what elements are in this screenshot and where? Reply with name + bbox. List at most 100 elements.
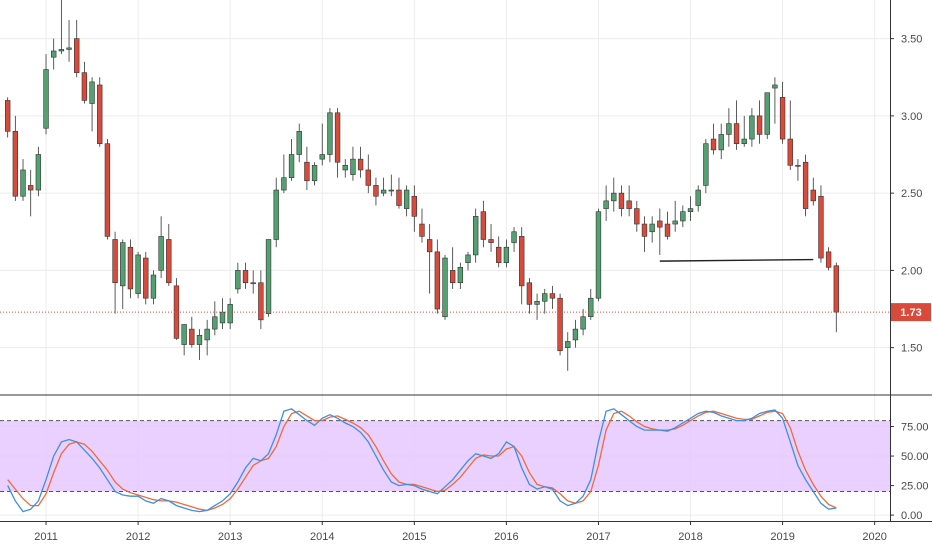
candle[interactable] [426,224,433,294]
candle-body[interactable] [618,192,625,209]
candle[interactable] [104,139,111,240]
candle-body[interactable] [212,316,218,330]
candle-body[interactable] [288,154,295,178]
candle[interactable] [189,316,195,348]
candle[interactable] [641,216,648,252]
candle[interactable] [81,61,88,104]
candle[interactable] [833,262,839,333]
candle[interactable] [311,162,318,186]
candle-body[interactable] [802,161,809,209]
candle[interactable] [242,262,249,289]
candle-body[interactable] [396,189,402,206]
candle[interactable] [304,146,310,191]
candle[interactable] [43,54,49,135]
candle-body[interactable] [150,274,157,299]
candle[interactable] [473,208,479,263]
candle[interactable] [772,77,778,124]
candle-body[interactable] [588,297,594,318]
candle[interactable] [51,38,57,70]
candle[interactable] [143,251,149,305]
candle-body[interactable] [411,195,417,217]
candle-body[interactable] [657,220,663,228]
candle[interactable] [89,77,95,132]
candle[interactable] [649,216,655,243]
candle[interactable] [97,77,103,147]
candle[interactable] [764,92,770,140]
candle[interactable] [434,239,441,314]
candle[interactable] [196,329,203,361]
candle-body[interactable] [258,282,264,321]
candle-body[interactable] [81,72,88,101]
candle[interactable] [227,298,233,330]
candle-body[interactable] [104,143,111,237]
candle[interactable] [411,185,417,232]
candle-body[interactable] [672,220,678,225]
candle[interactable] [403,185,410,217]
candle-body[interactable] [695,189,701,206]
candle-body[interactable] [480,211,487,240]
candle-body[interactable] [350,158,356,175]
candle-body[interactable] [342,165,348,171]
candle-body[interactable] [664,223,671,237]
candle[interactable] [511,227,517,252]
candle[interactable] [818,185,824,263]
candle-body[interactable] [557,297,563,352]
candle[interactable] [741,115,747,147]
candle[interactable] [166,224,172,286]
candle[interactable] [565,332,571,371]
candle[interactable] [465,251,471,271]
candle[interactable] [672,200,678,232]
candle-body[interactable] [787,138,793,166]
candle[interactable] [480,200,487,248]
candle[interactable] [549,285,556,310]
candle-body[interactable] [281,177,287,191]
candle[interactable] [388,174,394,197]
candle-body[interactable] [634,208,640,225]
candle[interactable] [611,177,617,212]
candle-body[interactable] [580,316,586,330]
candle[interactable] [112,231,118,314]
candle-body[interactable] [710,138,717,151]
candle[interactable] [680,205,686,228]
candle-body[interactable] [265,239,272,314]
candle-body[interactable] [388,189,394,192]
candle-body[interactable] [649,223,655,233]
candle-body[interactable] [20,169,26,197]
candle-body[interactable] [58,49,65,52]
candle-body[interactable] [12,131,19,197]
candle-body[interactable] [726,123,732,135]
candle[interactable] [542,288,548,314]
candle[interactable] [334,108,341,178]
candle-body[interactable] [818,195,824,259]
candle[interactable] [634,200,640,232]
candle-body[interactable] [127,246,134,290]
candle[interactable] [557,293,563,356]
candle-body[interactable] [434,251,441,310]
candle-body[interactable] [97,84,103,144]
candle-body[interactable] [749,115,755,140]
candle[interactable] [703,139,709,194]
candle-body[interactable] [181,324,187,345]
candle[interactable] [687,196,694,221]
candle-body[interactable] [273,189,279,240]
candle-body[interactable] [219,311,226,324]
candle[interactable] [380,177,387,197]
candle-body[interactable] [373,185,379,197]
candle-body[interactable] [143,257,149,299]
candle-body[interactable] [189,328,195,345]
candle[interactable] [12,115,19,201]
candle[interactable] [695,185,701,212]
candle[interactable] [365,154,371,194]
candle-body[interactable] [449,270,456,284]
candle[interactable] [150,270,157,305]
candle[interactable] [419,208,425,243]
candle-body[interactable] [365,169,371,186]
candle[interactable] [457,262,464,289]
candle-body[interactable] [158,236,164,271]
candle-body[interactable] [565,341,571,348]
candle-body[interactable] [595,211,602,299]
candle[interactable] [726,108,732,147]
candle[interactable] [588,288,594,320]
candle[interactable] [265,239,272,317]
